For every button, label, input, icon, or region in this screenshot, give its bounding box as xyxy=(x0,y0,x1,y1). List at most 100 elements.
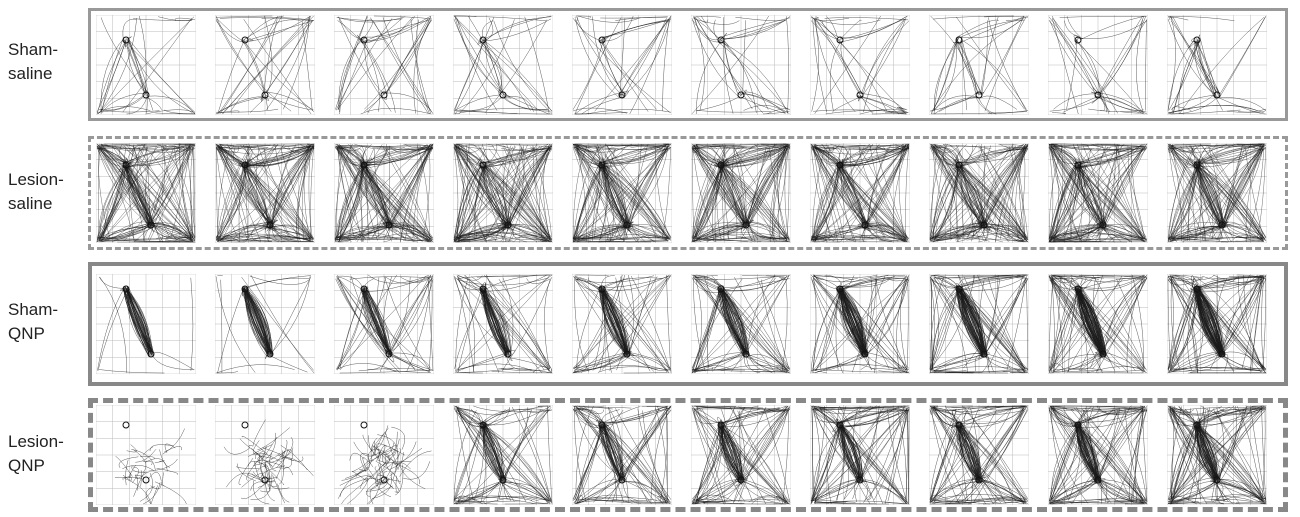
trajectory xyxy=(572,15,672,114)
arena-grid xyxy=(1167,143,1267,243)
trajectory xyxy=(572,405,672,505)
trajectory-panel xyxy=(572,274,672,374)
trajectory-panel xyxy=(96,274,196,374)
trajectory-panel xyxy=(1167,143,1267,243)
trajectory xyxy=(691,274,791,374)
hub xyxy=(836,421,844,429)
hub xyxy=(241,285,249,293)
hub xyxy=(598,421,606,429)
trajectory xyxy=(810,274,910,374)
hub xyxy=(1094,476,1102,484)
hub xyxy=(856,476,864,484)
arena-grid xyxy=(691,14,791,115)
trajectory xyxy=(453,274,553,374)
trajectory xyxy=(1167,274,1267,374)
hub xyxy=(1074,285,1082,293)
hub xyxy=(479,161,487,169)
hub xyxy=(737,91,745,98)
hub xyxy=(980,350,988,358)
trajectory-panel xyxy=(1167,405,1267,505)
trajectory xyxy=(691,15,791,114)
hub xyxy=(241,36,249,43)
trajectory-panel xyxy=(1048,14,1148,115)
hub xyxy=(836,36,844,43)
row-frame xyxy=(88,262,1288,386)
hub xyxy=(380,476,388,484)
trajectory-panel xyxy=(334,405,434,505)
hub xyxy=(737,476,745,484)
label-line: saline xyxy=(8,64,53,83)
hub xyxy=(861,221,869,229)
hub xyxy=(360,421,368,429)
row-label: Sham-saline xyxy=(8,38,84,86)
hub xyxy=(122,285,130,293)
hub xyxy=(122,421,130,429)
trajectory xyxy=(810,405,910,505)
trajectory xyxy=(335,15,434,114)
trajectory-panel xyxy=(1167,274,1267,374)
hub xyxy=(147,221,155,229)
hub xyxy=(955,421,963,429)
trajectory-panel xyxy=(1048,143,1148,243)
row-label: Sham- QNP xyxy=(8,298,84,346)
hub xyxy=(504,221,512,229)
trajectory-panel xyxy=(215,274,315,374)
label-line: saline xyxy=(8,194,53,213)
hub xyxy=(975,476,983,484)
trajectory-panel xyxy=(929,14,1029,115)
hub xyxy=(618,476,626,484)
label-line: QNP xyxy=(8,456,45,475)
trajectory xyxy=(337,425,432,505)
hub xyxy=(742,221,750,229)
trajectory-panel xyxy=(810,274,910,374)
hub xyxy=(717,36,725,43)
trajectory xyxy=(453,405,553,505)
trajectory xyxy=(1048,143,1148,243)
hub xyxy=(598,285,606,293)
trajectory-panel xyxy=(215,405,315,505)
hub xyxy=(266,350,274,358)
trajectory-panel xyxy=(572,143,672,243)
trajectory-panel xyxy=(572,14,672,115)
trajectory xyxy=(215,143,315,243)
trajectory-panel xyxy=(215,143,315,243)
trajectory xyxy=(572,143,672,243)
hub xyxy=(1193,36,1201,43)
trajectory xyxy=(1167,15,1267,114)
hub xyxy=(1193,161,1201,169)
trajectory xyxy=(572,274,672,374)
trajectory xyxy=(691,405,791,505)
hub xyxy=(598,161,606,169)
trajectory-panel xyxy=(334,14,434,115)
row-frame xyxy=(88,8,1288,121)
trajectory-panel xyxy=(96,405,196,505)
hub xyxy=(1094,91,1102,98)
label-line: Sham- xyxy=(8,300,59,319)
label-line: QNP xyxy=(8,324,45,343)
trajectory xyxy=(1048,274,1148,374)
hub xyxy=(360,161,368,169)
hub xyxy=(1213,476,1221,484)
hub xyxy=(499,476,507,484)
arena-grid xyxy=(810,14,910,115)
trajectory-panel xyxy=(810,143,910,243)
trajectory xyxy=(929,15,1029,114)
trajectory-panel xyxy=(691,405,791,505)
trajectory xyxy=(1048,405,1148,505)
trajectory xyxy=(929,143,1029,243)
hub xyxy=(980,221,988,229)
hub xyxy=(955,285,963,293)
trajectory xyxy=(223,419,314,505)
hub xyxy=(955,36,963,43)
trajectory xyxy=(453,143,553,243)
hub xyxy=(266,221,274,229)
trajectory-panel xyxy=(691,274,791,374)
arena-grid xyxy=(1048,14,1148,115)
hub xyxy=(1193,285,1201,293)
hub xyxy=(385,350,393,358)
hub xyxy=(861,350,869,358)
trajectory-panel xyxy=(1048,405,1148,505)
hub xyxy=(1099,350,1107,358)
hub xyxy=(241,161,249,169)
trajectory xyxy=(453,15,553,114)
